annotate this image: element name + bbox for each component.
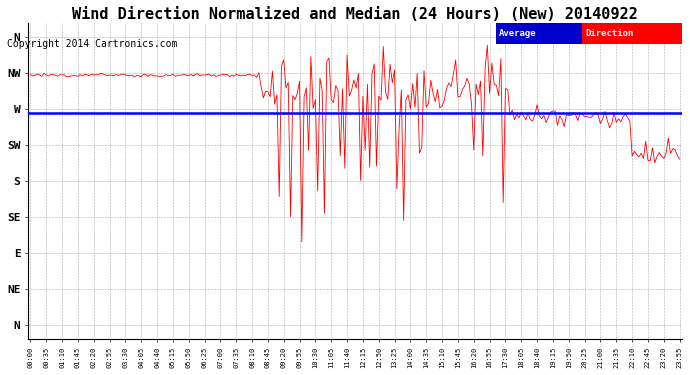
- Text: Average: Average: [499, 29, 537, 38]
- Text: Direction: Direction: [585, 29, 633, 38]
- Text: Copyright 2014 Cartronics.com: Copyright 2014 Cartronics.com: [7, 39, 177, 50]
- Title: Wind Direction Normalized and Median (24 Hours) (New) 20140922: Wind Direction Normalized and Median (24…: [72, 7, 638, 22]
